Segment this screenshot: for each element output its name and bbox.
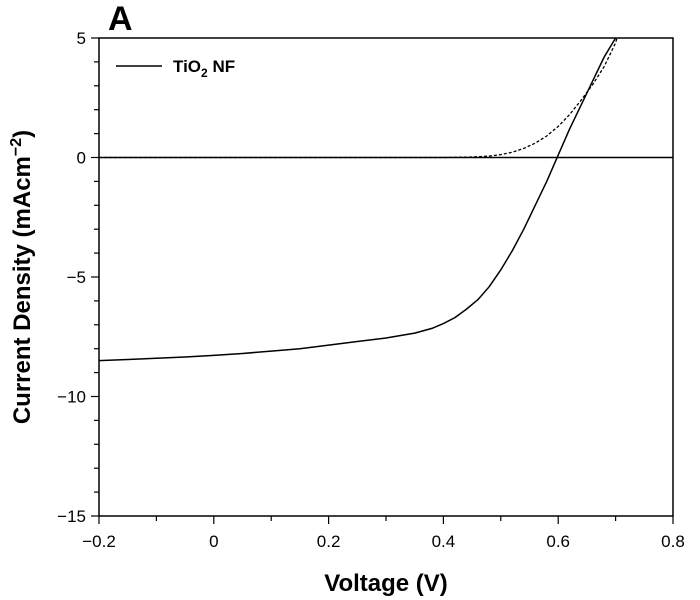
series-line-dark bbox=[99, 38, 618, 159]
y-tick-label: −5 bbox=[67, 268, 86, 287]
x-tick-label: 0.8 bbox=[661, 532, 685, 551]
series-line-light bbox=[99, 38, 617, 362]
x-tick-label: 0.6 bbox=[546, 532, 570, 551]
y-axis-ticks: −15 −10 −5 0 5 bbox=[57, 29, 99, 526]
y-tick-label: 0 bbox=[77, 149, 86, 168]
panel-label: A bbox=[108, 0, 133, 38]
legend: TiO2 NF bbox=[116, 57, 235, 80]
legend-label: TiO2 NF bbox=[173, 57, 235, 80]
series-layer bbox=[99, 38, 618, 362]
x-tick-label: −0.2 bbox=[82, 532, 116, 551]
x-axis-title: Voltage (V) bbox=[324, 570, 448, 597]
y-tick-label: 5 bbox=[77, 29, 86, 48]
y-axis-title: Current Density (mAcm−2) bbox=[8, 130, 36, 424]
x-tick-label: 0.4 bbox=[432, 532, 456, 551]
x-tick-label: 0.2 bbox=[317, 532, 341, 551]
plot-frame bbox=[98, 37, 674, 517]
x-axis-ticks: −0.2 0 0.2 0.4 0.6 0.8 bbox=[82, 516, 685, 551]
y-tick-label: −10 bbox=[57, 388, 86, 407]
y-tick-label: −15 bbox=[57, 507, 86, 526]
x-tick-label: 0 bbox=[209, 532, 218, 551]
